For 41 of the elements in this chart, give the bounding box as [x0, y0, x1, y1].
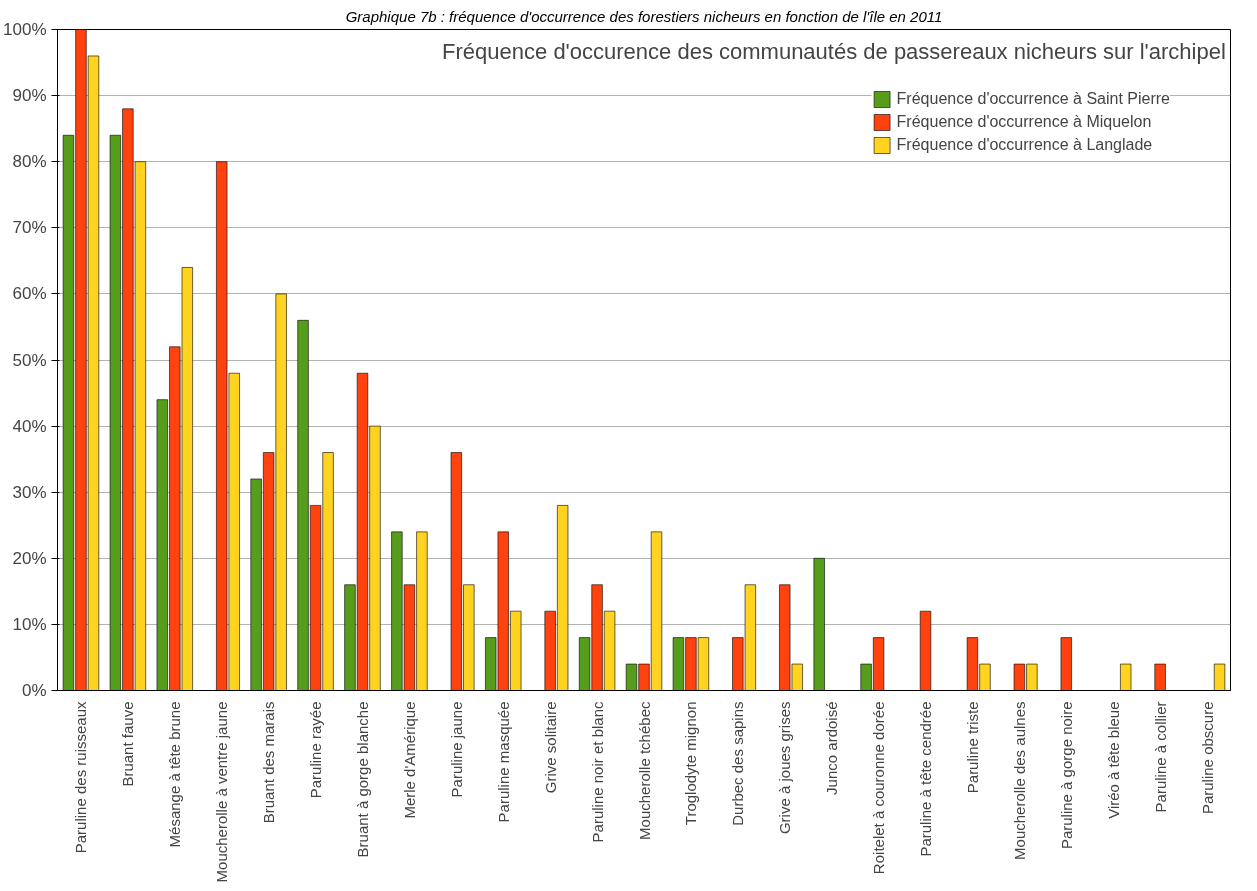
x-tick-label: Paruline à gorge noire [1057, 701, 1075, 850]
y-tick-label: 60% [12, 284, 47, 304]
y-tick-label: 30% [12, 482, 47, 502]
x-tick-label: Merle d'Amérique [400, 701, 418, 819]
x-tick-label: Bruant des marais [260, 701, 278, 824]
y-tick-label: 40% [12, 416, 47, 436]
x-tick-label: Troglodyte mignon [682, 701, 700, 826]
x-tick-label: Paruline obscure [1198, 701, 1216, 815]
x-tick-label: Mésange à tête brune [166, 701, 184, 848]
chart-title: Graphique 7b : fréquence d'occurrence des forestiers nicheurs en fonction de l'île en 2011 [345, 7, 943, 25]
y-tick-label: 100% [3, 20, 47, 39]
y-tick-label: 90% [12, 86, 47, 106]
x-tick-label: Grive à joues grises [776, 701, 794, 835]
x-tick-label: Paruline masquée [494, 701, 512, 823]
x-tick-label: Paruline des ruisseaux [72, 701, 90, 854]
y-tick-label: 70% [12, 218, 47, 238]
x-tick-label: Moucherolle des aulnes [1010, 701, 1028, 860]
text: Fréquence d'occurence des communautés de passereaux nicheurs sur l'archipel [442, 39, 1226, 65]
y-tick-label: 20% [12, 548, 47, 568]
x-tick-label: Bruant à gorge blanche [353, 701, 371, 858]
legend-label: Fréquence d'occurrence à Saint Pierre [896, 90, 1170, 108]
x-tick-label: Moucherolle à ventre jaune [213, 701, 231, 883]
x-tick-label: Viréo à tête bleue [1104, 701, 1122, 819]
x-tick-label: Paruline à collier [1151, 701, 1169, 813]
x-tick-label: Durbec des sapins [729, 701, 747, 826]
x-tick-label: Paruline noir et blanc [588, 701, 606, 843]
x-tick-label: Junco ardoisé [823, 701, 841, 795]
x-tick-label: Paruline à tête cendrée [917, 701, 935, 857]
legend-label: Fréquence d'occurrence à Miquelon [896, 113, 1152, 131]
x-tick-label: Paruline triste [963, 701, 981, 794]
legend-label: Fréquence d'occurrence à Langlade [896, 136, 1153, 154]
x-tick-label: Grive solitaire [541, 701, 559, 794]
x-tick-label: Moucherolle tchébec [635, 701, 653, 840]
x-tick-label: Paruline rayée [307, 701, 325, 799]
y-tick-label: 80% [12, 152, 47, 172]
y-tick-label: 10% [12, 614, 47, 634]
x-tick-label: Bruant fauve [119, 701, 137, 787]
y-tick-label: 0% [21, 681, 47, 700]
x-tick-label: Paruline jaune [447, 701, 465, 798]
y-tick-label: 50% [12, 350, 47, 370]
x-tick-label: Roitelet à couronne dorée [870, 701, 888, 875]
